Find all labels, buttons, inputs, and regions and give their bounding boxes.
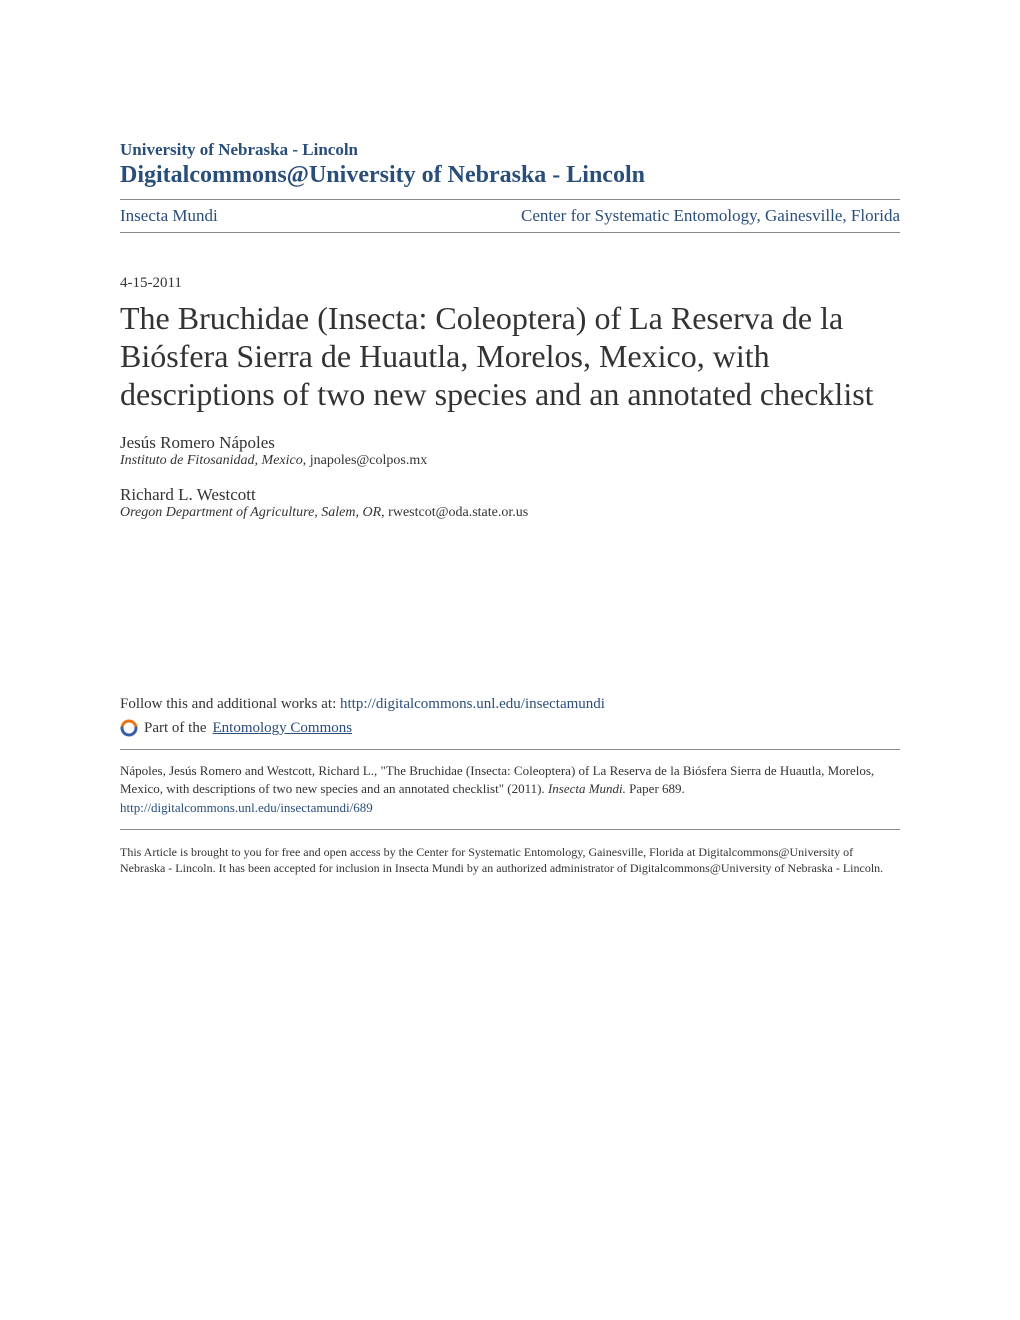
author-block: Richard L. Westcott Oregon Department of… bbox=[120, 485, 900, 521]
publication-date: 4-15-2011 bbox=[120, 275, 900, 292]
author-name: Jesús Romero Nápoles bbox=[120, 433, 900, 453]
article-title: The Bruchidae (Insecta: Coleoptera) of L… bbox=[120, 300, 900, 413]
recommended-citation: Nápoles, Jesús Romero and Westcott, Rich… bbox=[120, 762, 900, 830]
collection-link[interactable]: Insecta Mundi bbox=[120, 206, 218, 226]
author-institution: Instituto de Fitosanidad, Mexico bbox=[120, 453, 303, 468]
community-link[interactable]: Center for Systematic Entomology, Gaines… bbox=[521, 206, 900, 226]
citation-text: Nápoles, Jesús Romero and Westcott, Rich… bbox=[120, 763, 874, 796]
citation-publication: Insecta Mundi. bbox=[548, 781, 626, 796]
author-email: , rwestcot@oda.state.or.us bbox=[381, 505, 528, 520]
university-name: University of Nebraska - Lincoln bbox=[120, 140, 900, 160]
network-icon bbox=[120, 719, 138, 737]
header-link-row: Insecta Mundi Center for Systematic Ento… bbox=[120, 199, 900, 233]
access-statement: This Article is brought to you for free … bbox=[120, 844, 900, 876]
commons-link[interactable]: Entomology Commons bbox=[212, 720, 352, 737]
author-institution: Oregon Department of Agriculture, Salem,… bbox=[120, 505, 381, 520]
follow-url-link[interactable]: http://digitalcommons.unl.edu/insectamun… bbox=[340, 696, 605, 712]
partof-label: Part of the bbox=[144, 720, 206, 737]
citation-suffix: Paper 689. bbox=[626, 781, 685, 796]
follow-section: Follow this and additional works at: htt… bbox=[120, 696, 900, 750]
author-email: , jnapoles@colpos.mx bbox=[303, 453, 428, 468]
citation-url-link[interactable]: http://digitalcommons.unl.edu/insectamun… bbox=[120, 799, 900, 817]
author-block: Jesús Romero Nápoles Instituto de Fitosa… bbox=[120, 433, 900, 469]
author-affiliation: Oregon Department of Agriculture, Salem,… bbox=[120, 505, 900, 521]
author-name: Richard L. Westcott bbox=[120, 485, 900, 505]
repository-name[interactable]: Digitalcommons@University of Nebraska - … bbox=[120, 162, 900, 189]
author-affiliation: Instituto de Fitosanidad, Mexico, jnapol… bbox=[120, 453, 900, 469]
follow-label: Follow this and additional works at: bbox=[120, 696, 340, 712]
network-row: Part of the Entomology Commons bbox=[120, 719, 900, 737]
